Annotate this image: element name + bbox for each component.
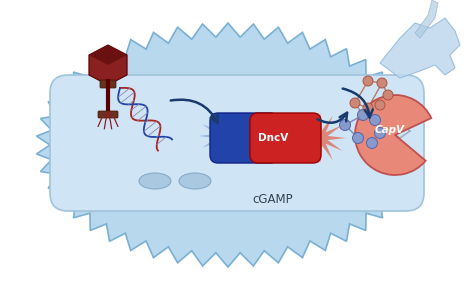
Circle shape (383, 90, 393, 100)
Text: cGAMP: cGAMP (252, 193, 293, 206)
FancyBboxPatch shape (50, 75, 424, 211)
Ellipse shape (179, 173, 211, 189)
Circle shape (375, 100, 385, 110)
Text: CapV: CapV (375, 125, 405, 135)
FancyBboxPatch shape (210, 113, 278, 163)
Polygon shape (89, 45, 127, 65)
Polygon shape (415, 0, 438, 38)
Circle shape (357, 110, 368, 120)
Polygon shape (380, 18, 460, 78)
Circle shape (350, 98, 360, 108)
Wedge shape (355, 95, 431, 175)
Circle shape (377, 78, 387, 88)
Polygon shape (294, 112, 346, 164)
FancyBboxPatch shape (250, 113, 321, 163)
Circle shape (366, 137, 377, 149)
Ellipse shape (139, 173, 171, 189)
Circle shape (353, 132, 364, 144)
Circle shape (374, 127, 385, 139)
FancyBboxPatch shape (98, 111, 118, 118)
FancyBboxPatch shape (100, 80, 116, 88)
Circle shape (339, 120, 350, 130)
Text: DncV: DncV (258, 133, 288, 143)
Polygon shape (89, 45, 127, 85)
Circle shape (370, 115, 381, 125)
Polygon shape (199, 112, 247, 160)
Polygon shape (36, 23, 419, 267)
Circle shape (363, 76, 373, 86)
Circle shape (363, 103, 373, 113)
